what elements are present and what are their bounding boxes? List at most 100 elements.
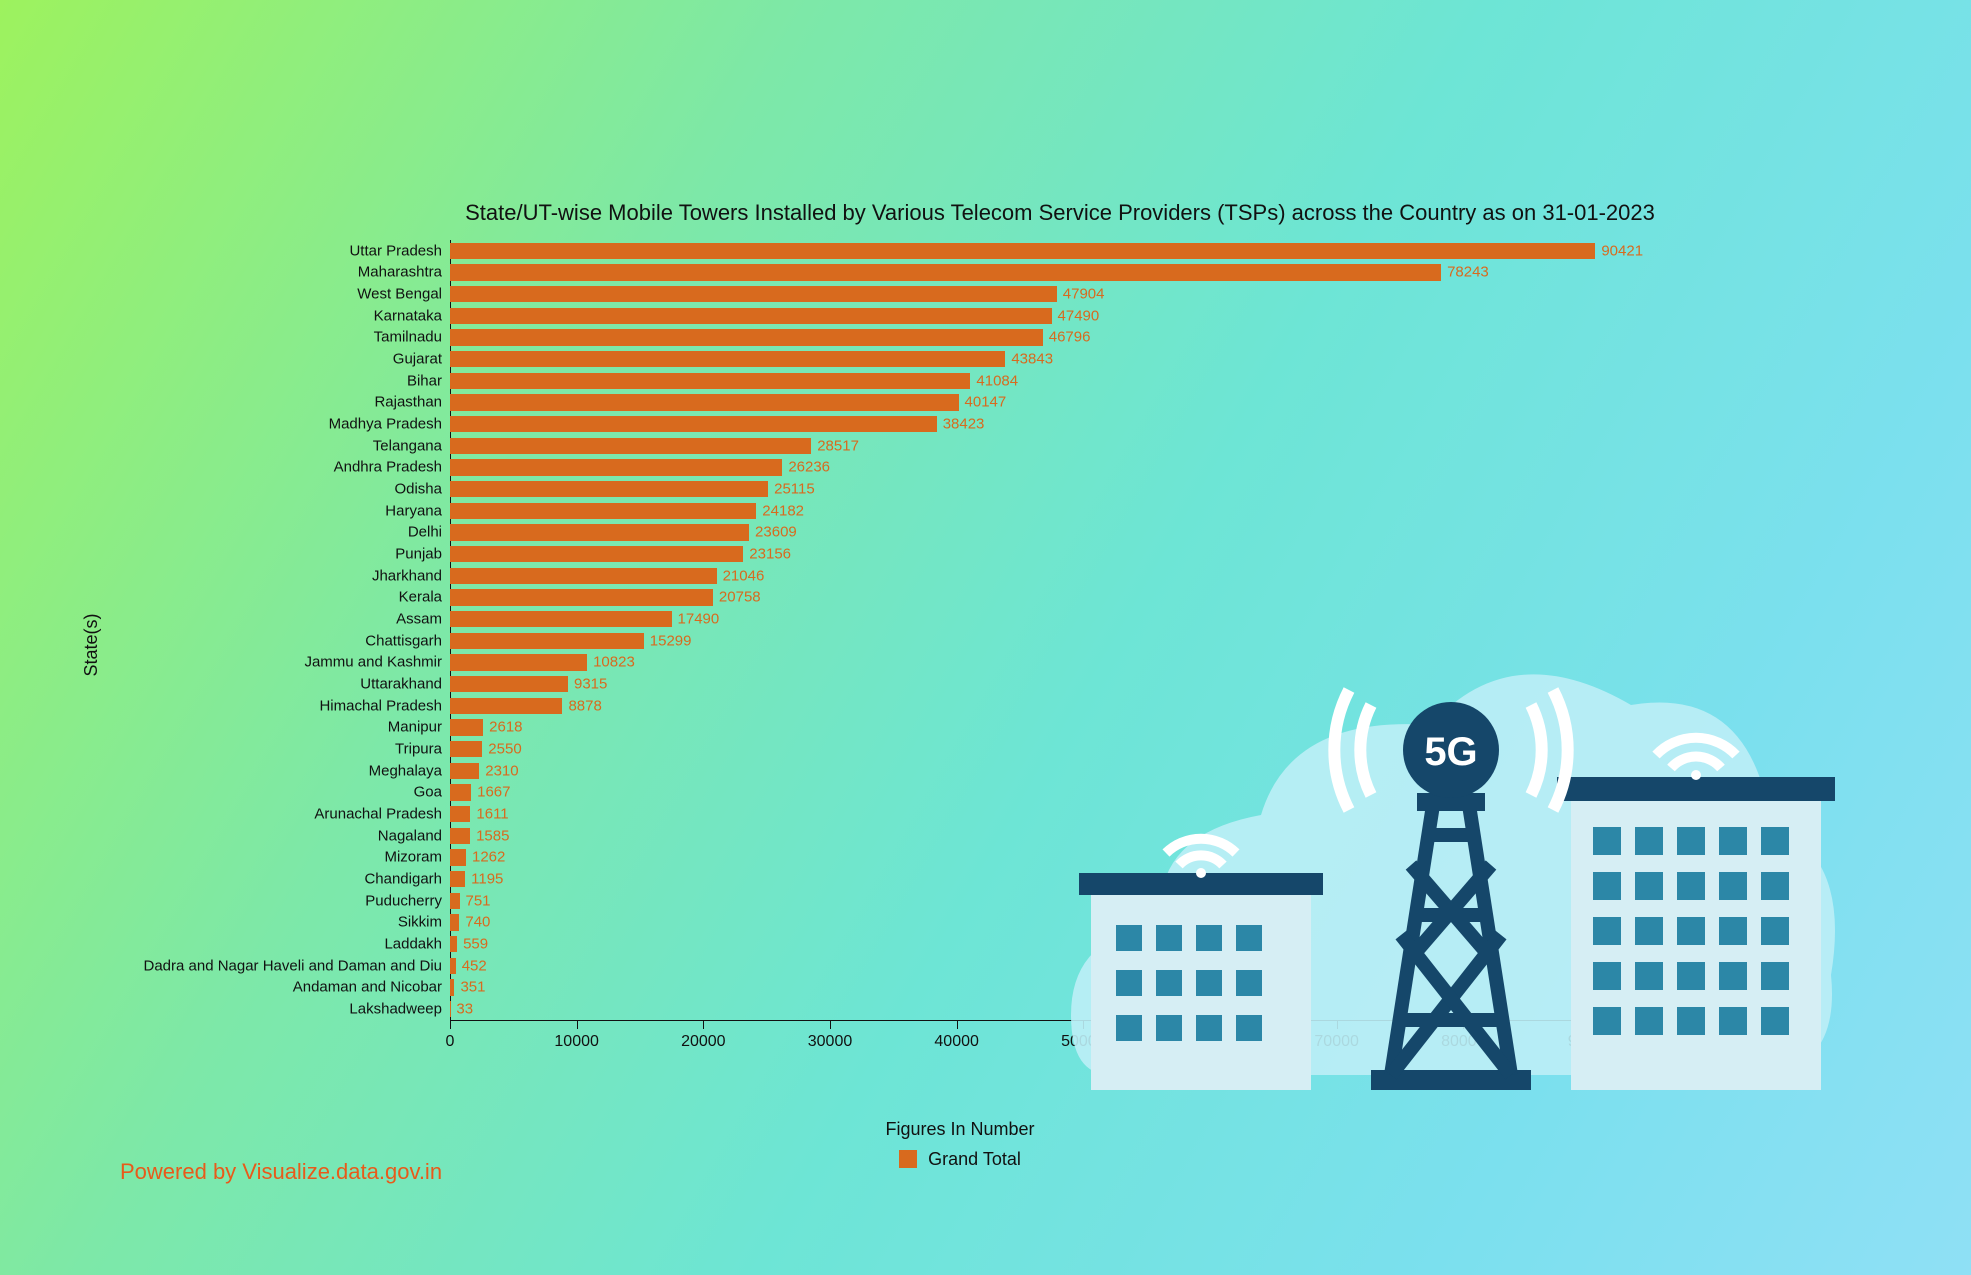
- value-label: 23156: [749, 546, 791, 563]
- category-label: Chandigarh: [364, 872, 442, 887]
- bar-row: Assam17490: [450, 608, 1780, 630]
- bar-row: Lakshadweep33: [450, 998, 1780, 1020]
- bar: [450, 914, 459, 930]
- bar: [450, 979, 454, 995]
- value-label: 9315: [574, 676, 607, 693]
- value-label: 23609: [755, 524, 797, 541]
- category-label: Sikkim: [398, 915, 442, 930]
- category-label: Dadra and Nagar Haveli and Daman and Diu: [143, 958, 442, 973]
- legend-swatch: [899, 1150, 917, 1168]
- value-label: 90421: [1601, 242, 1643, 259]
- bar-row: Punjab23156: [450, 543, 1780, 565]
- bar: [450, 698, 562, 714]
- x-tick-label: 10000: [554, 1033, 599, 1051]
- value-label: 559: [463, 936, 488, 953]
- value-label: 24182: [762, 502, 804, 519]
- value-label: 78243: [1447, 264, 1489, 281]
- x-tick: [1210, 1021, 1211, 1029]
- bar: [450, 568, 717, 584]
- value-label: 2550: [488, 741, 521, 758]
- category-label: Rajasthan: [374, 395, 442, 410]
- bar-row: Uttarakhand9315: [450, 673, 1780, 695]
- x-tick-label: 70000: [1314, 1033, 1359, 1051]
- category-label: Jammu and Kashmir: [304, 655, 442, 670]
- category-label: Kerala: [399, 590, 442, 605]
- bar-row: Mizoram1262: [450, 847, 1780, 869]
- value-label: 1585: [476, 827, 509, 844]
- bar: [450, 806, 470, 822]
- bar-row: Chattisgarh15299: [450, 630, 1780, 652]
- bar: [450, 828, 470, 844]
- bar: [450, 394, 959, 410]
- bar: [450, 611, 672, 627]
- category-label: Uttar Pradesh: [349, 243, 442, 258]
- bar-row: Manipur2618: [450, 717, 1780, 739]
- bar-row: Laddakh559: [450, 933, 1780, 955]
- bar: [450, 849, 466, 865]
- bar-row: Kerala20758: [450, 587, 1780, 609]
- x-tick: [830, 1021, 831, 1029]
- value-label: 20758: [719, 589, 761, 606]
- bar: [450, 481, 768, 497]
- x-tick-label: 30000: [808, 1033, 853, 1051]
- value-label: 1195: [471, 871, 503, 888]
- x-tick: [957, 1021, 958, 1029]
- bar: [450, 589, 713, 605]
- x-tick-label: 90000: [1568, 1033, 1613, 1051]
- category-label: Bihar: [407, 373, 442, 388]
- value-label: 46796: [1049, 329, 1091, 346]
- bar-row: Andaman and Nicobar351: [450, 977, 1780, 999]
- bar: [450, 438, 811, 454]
- category-label: Lakshadweep: [349, 1002, 442, 1017]
- bar-row: Andhra Pradesh26236: [450, 457, 1780, 479]
- category-label: Maharashtra: [358, 265, 442, 280]
- bar-row: Rajasthan40147: [450, 392, 1780, 414]
- x-tick: [703, 1021, 704, 1029]
- x-tick-label: 40000: [934, 1033, 979, 1051]
- x-tick-label: 20000: [681, 1033, 726, 1051]
- category-label: Chattisgarh: [365, 633, 442, 648]
- x-tick-label: 50000: [1061, 1033, 1106, 1051]
- value-label: 740: [465, 914, 490, 931]
- value-label: 25115: [774, 481, 815, 498]
- category-label: Tripura: [395, 742, 442, 757]
- category-label: Punjab: [395, 547, 442, 562]
- x-tick: [1337, 1021, 1338, 1029]
- category-label: Delhi: [408, 525, 442, 540]
- category-label: Assam: [396, 612, 442, 627]
- bar-row: Karnataka47490: [450, 305, 1780, 327]
- bar: [450, 524, 749, 540]
- bar: [450, 286, 1057, 302]
- bar: [450, 503, 756, 519]
- category-label: Tamilnadu: [374, 330, 442, 345]
- bar-row: Haryana24182: [450, 500, 1780, 522]
- bar-row: Meghalaya2310: [450, 760, 1780, 782]
- chart-title: State/UT-wise Mobile Towers Installed by…: [320, 200, 1800, 226]
- x-tick: [577, 1021, 578, 1029]
- bars-group: Uttar Pradesh90421Maharashtra78243West B…: [450, 240, 1780, 1020]
- value-label: 38423: [943, 416, 985, 433]
- bar-row: Odisha25115: [450, 478, 1780, 500]
- bar: [450, 784, 471, 800]
- value-label: 47490: [1058, 307, 1100, 324]
- bar: [450, 633, 644, 649]
- bar-row: Delhi23609: [450, 522, 1780, 544]
- category-label: Puducherry: [365, 893, 442, 908]
- value-label: 351: [460, 979, 485, 996]
- bar-row: Sikkim740: [450, 912, 1780, 934]
- bar: [450, 351, 1005, 367]
- category-label: Telangana: [373, 438, 442, 453]
- category-label: Gujarat: [393, 352, 442, 367]
- category-label: Andhra Pradesh: [334, 460, 442, 475]
- category-label: Karnataka: [374, 308, 442, 323]
- value-label: 8878: [568, 697, 601, 714]
- x-tick-label: 100000: [1690, 1033, 1743, 1051]
- bar-row: Arunachal Pradesh1611: [450, 803, 1780, 825]
- bar-row: Nagaland1585: [450, 825, 1780, 847]
- bar: [450, 893, 460, 909]
- bar-row: Dadra and Nagar Haveli and Daman and Diu…: [450, 955, 1780, 977]
- bar-row: Maharashtra78243: [450, 262, 1780, 284]
- value-label: 41084: [976, 372, 1018, 389]
- legend-label: Grand Total: [928, 1149, 1021, 1169]
- y-axis-title: State(s): [81, 613, 102, 676]
